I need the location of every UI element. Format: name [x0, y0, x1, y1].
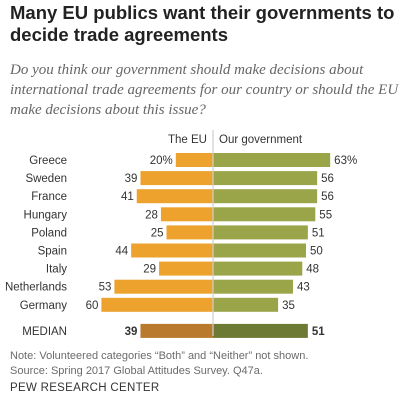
- value-label-eu: 44: [115, 246, 128, 258]
- value-label-our-government: 56: [321, 173, 334, 185]
- value-label-our-government: 35: [282, 300, 295, 312]
- source-text: Source: Spring 2017 Global Attitudes Sur…: [10, 365, 263, 377]
- category-labels: Greece Sweden France Hungary Poland Spain Ital…: [5, 155, 67, 338]
- bar-eu: [140, 323, 213, 338]
- bar-our-government: [213, 153, 331, 167]
- value-label-our-government: 51: [312, 326, 325, 338]
- bar-eu: [101, 297, 213, 312]
- bar-our-government: [213, 279, 293, 294]
- value-label-eu: 39: [125, 326, 138, 338]
- bar-our-government: [213, 261, 303, 276]
- organization-name: PEW RESEARCH CENTER: [10, 382, 160, 394]
- legend: The EU Our government: [168, 134, 303, 146]
- bar-eu: [159, 261, 213, 276]
- bar-eu: [114, 279, 213, 294]
- bar-eu: [175, 153, 213, 167]
- value-label-our-government: 43: [297, 282, 310, 294]
- bar-eu: [166, 225, 213, 240]
- value-label-our-government: 56: [321, 191, 334, 203]
- category-label: Spain: [38, 246, 67, 258]
- value-label-eu: 60: [86, 300, 99, 312]
- bar-eu: [160, 207, 213, 222]
- bar-our-government: [213, 323, 308, 338]
- value-label-eu: 29: [143, 264, 156, 276]
- value-label-our-government: 48: [306, 264, 319, 276]
- category-label: Sweden: [25, 173, 67, 185]
- bars: [101, 153, 331, 338]
- value-labels: 20% 63% 39 56 41 56 28 55 25 51 44 50 29 48 53 43 60 35 39…: [86, 155, 358, 338]
- category-label: France: [31, 191, 67, 203]
- chart-subtitle: Do you think our government should make …: [10, 62, 399, 118]
- value-label-eu: 39: [125, 173, 138, 185]
- value-label-eu: 53: [99, 282, 112, 294]
- value-label-eu: 20%: [150, 155, 173, 167]
- legend-our-government: Our government: [219, 134, 303, 146]
- category-label: Germany: [20, 300, 68, 312]
- bar-our-government: [213, 297, 279, 312]
- bar-eu: [136, 189, 213, 204]
- value-label-our-government: 51: [312, 227, 325, 239]
- bar-our-government: [213, 171, 318, 186]
- bar-eu: [140, 171, 213, 186]
- bar-our-government: [213, 225, 308, 240]
- bar-our-government: [213, 189, 318, 204]
- category-label: Poland: [31, 227, 67, 239]
- value-label-our-government: 63%: [334, 155, 357, 167]
- bar-our-government: [213, 207, 316, 222]
- category-label: Italy: [46, 264, 67, 276]
- value-label-our-government: 55: [319, 209, 332, 221]
- category-label: Greece: [29, 155, 67, 167]
- category-label: MEDIAN: [22, 326, 67, 338]
- value-label-eu: 25: [151, 227, 164, 239]
- category-label: Hungary: [24, 209, 68, 221]
- value-label-eu: 41: [121, 191, 134, 203]
- note-text: Note: Volunteered categories “Both” and …: [10, 350, 309, 362]
- value-label-our-government: 50: [310, 246, 323, 258]
- bar-eu: [131, 243, 213, 258]
- chart-title: Many EU publics want their governments t…: [10, 2, 395, 45]
- bar-our-government: [213, 243, 306, 258]
- category-label: Netherlands: [5, 282, 67, 294]
- legend-eu: The EU: [168, 134, 207, 146]
- value-label-eu: 28: [145, 209, 158, 221]
